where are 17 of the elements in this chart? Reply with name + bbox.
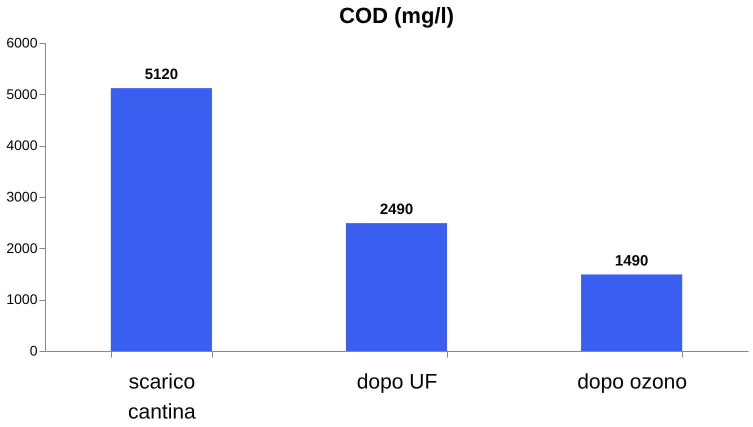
data-label: 5120 <box>144 66 178 84</box>
y-tick-label: 6000 <box>6 34 38 50</box>
chart-title: COD (mg/l) <box>339 3 454 28</box>
y-tick-label: 5000 <box>6 86 38 102</box>
y-tick-label: 3000 <box>6 188 38 204</box>
bar <box>346 223 448 351</box>
y-tick-label: 0 <box>30 342 38 358</box>
data-label: 2490 <box>380 201 414 218</box>
bar <box>110 88 212 351</box>
y-tick-label: 4000 <box>6 137 38 154</box>
x-tick-label: scarico cantina <box>128 370 196 424</box>
bar <box>581 274 682 351</box>
data-label: 1490 <box>614 252 648 270</box>
y-tick-label: 1000 <box>6 291 38 308</box>
x-tick-label: dopo UF <box>356 370 438 394</box>
x-tick-label: dopo ozono <box>577 370 688 394</box>
y-tick-label: 2000 <box>6 240 38 256</box>
